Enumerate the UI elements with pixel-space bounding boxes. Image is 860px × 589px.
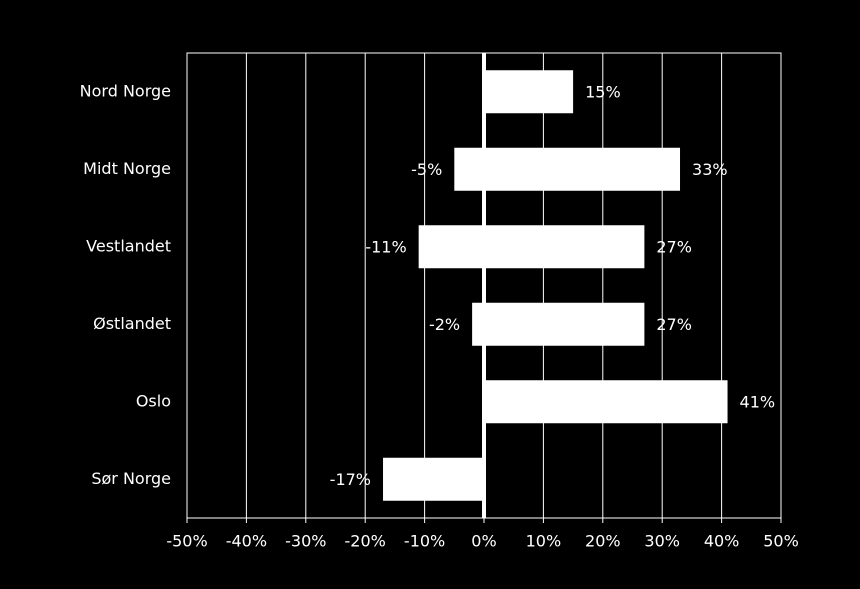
data-label: 27% bbox=[656, 237, 692, 256]
bar bbox=[418, 225, 484, 269]
bar bbox=[484, 70, 574, 114]
x-tick-label: -50% bbox=[166, 532, 207, 551]
bar bbox=[472, 302, 484, 346]
x-tick-label: 30% bbox=[644, 532, 680, 551]
bar bbox=[484, 147, 681, 191]
bar bbox=[484, 302, 645, 346]
x-tick-label: 50% bbox=[763, 532, 799, 551]
bar bbox=[484, 380, 728, 424]
y-tick-label: Østlandet bbox=[93, 314, 171, 333]
data-label: -17% bbox=[330, 470, 371, 489]
data-label: -2% bbox=[429, 315, 460, 334]
x-tick-label: 20% bbox=[585, 532, 621, 551]
y-tick-label: Vestlandet bbox=[86, 236, 171, 255]
data-label: 33% bbox=[692, 160, 728, 179]
y-tick-label: Nord Norge bbox=[80, 81, 171, 100]
x-tick-label: 10% bbox=[526, 532, 562, 551]
y-tick-label: Midt Norge bbox=[83, 159, 171, 178]
data-label: -11% bbox=[365, 237, 406, 256]
x-tick-label: -30% bbox=[285, 532, 326, 551]
bar bbox=[454, 147, 484, 191]
bar bbox=[383, 457, 484, 501]
data-label: 41% bbox=[740, 392, 776, 411]
x-tick-label: -20% bbox=[345, 532, 386, 551]
y-tick-label: Oslo bbox=[136, 391, 171, 410]
bar bbox=[484, 225, 645, 269]
data-label: 15% bbox=[585, 82, 621, 101]
data-label: -5% bbox=[411, 160, 442, 179]
x-tick-label: -40% bbox=[226, 532, 267, 551]
x-tick-label: -10% bbox=[404, 532, 445, 551]
x-tick-label: 40% bbox=[704, 532, 740, 551]
data-label: 27% bbox=[656, 315, 692, 334]
y-tick-label: Sør Norge bbox=[91, 469, 171, 488]
x-tick-label: 0% bbox=[471, 532, 496, 551]
